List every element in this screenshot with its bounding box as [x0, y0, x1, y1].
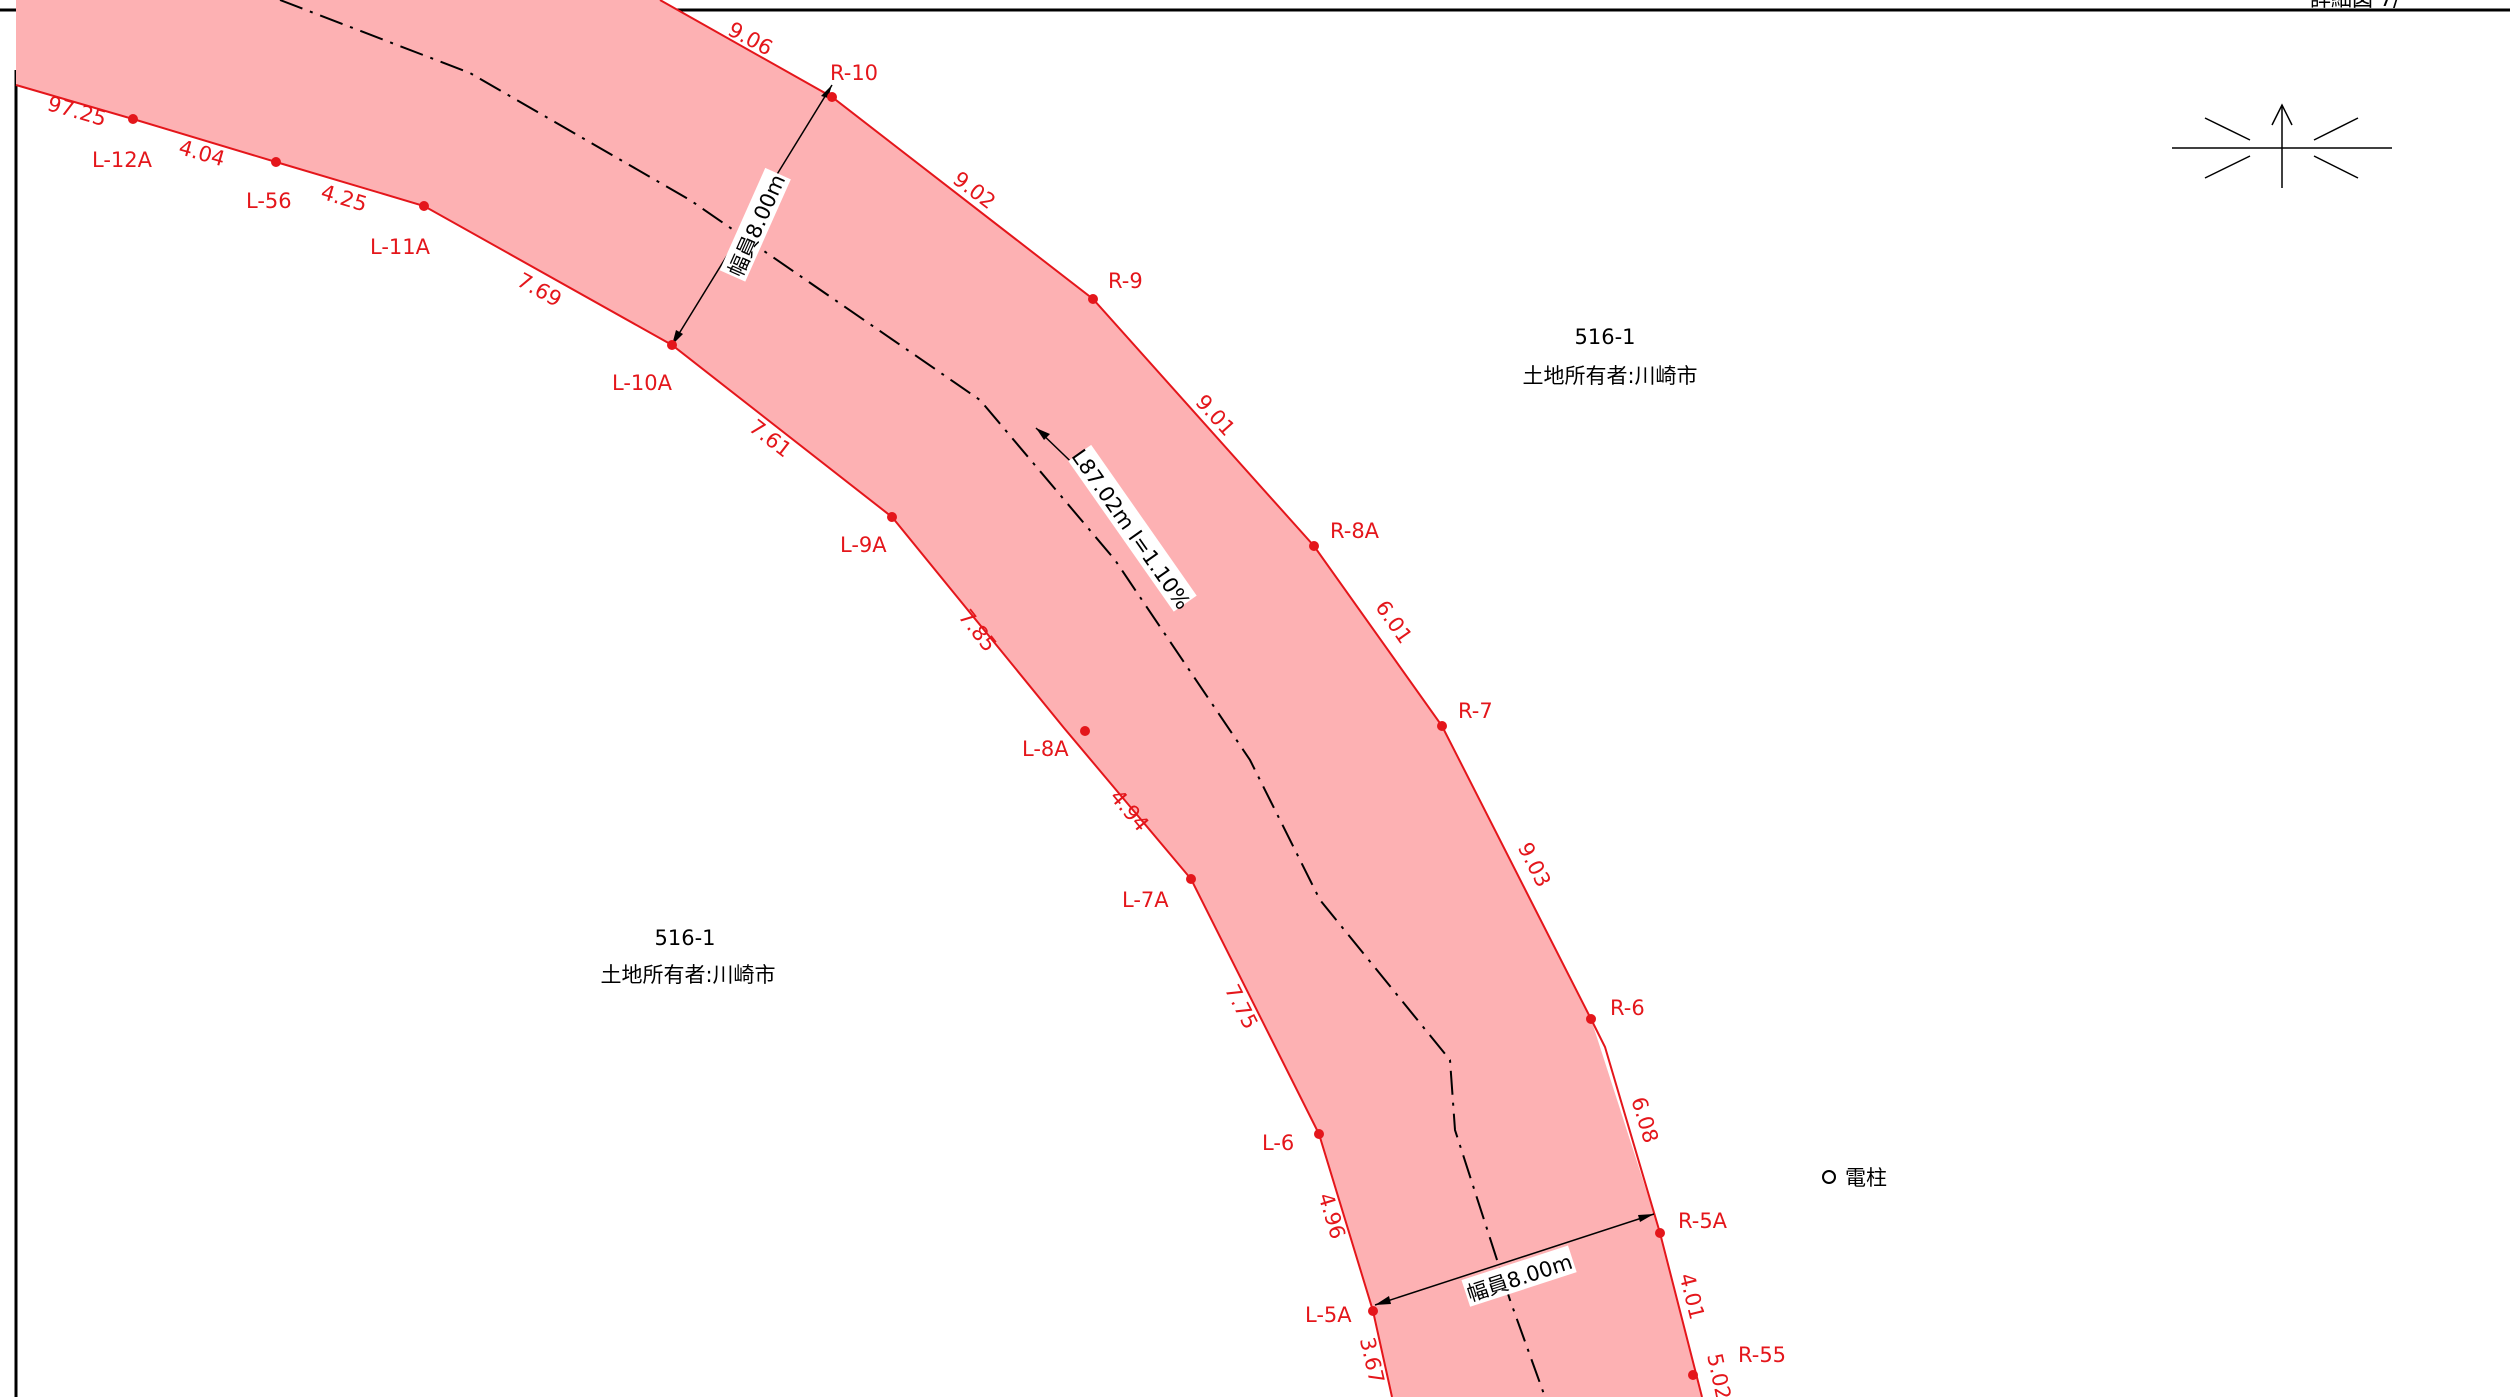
parcel-number-right: 516-1 — [1574, 325, 1635, 349]
survey-point-label-l-9a: L-9A — [840, 533, 887, 557]
survey-point-l-56: L-56 — [246, 157, 292, 213]
survey-point-l-11a: L-11A — [370, 201, 431, 259]
survey-point-r-55: R-55 — [1688, 1343, 1786, 1380]
survey-point-label-l-10a: L-10A — [612, 371, 673, 395]
survey-point-r-5a: R-5A — [1655, 1209, 1728, 1238]
road-area — [16, 0, 1702, 1397]
survey-point-l-10a: L-10A — [612, 340, 677, 395]
road-centerline — [279, 0, 1546, 1397]
parcel-number-left: 516-1 — [654, 926, 715, 950]
survey-point-label-r-55: R-55 — [1738, 1343, 1786, 1367]
survey-point-label-l-8a: L-8A — [1022, 737, 1069, 761]
survey-point-label-r-10: R-10 — [830, 61, 878, 85]
utility-pole-label: 電柱 — [1845, 1166, 1887, 1190]
survey-point-l-5a: L-5A — [1305, 1303, 1378, 1327]
utility-pole-icon — [1822, 1170, 1836, 1184]
survey-point-label-l-5a: L-5A — [1305, 1303, 1352, 1327]
survey-point-label-l-11a: L-11A — [370, 235, 431, 259]
survey-point-label-r-9: R-9 — [1108, 269, 1143, 293]
survey-point-label-r-7: R-7 — [1458, 699, 1493, 723]
survey-point-label-l-12a: L-12A — [92, 148, 153, 172]
survey-point-r-9: R-9 — [1088, 269, 1143, 304]
survey-point-r-6: R-6 — [1586, 996, 1645, 1024]
survey-point-r-8a: R-8A — [1309, 519, 1380, 551]
survey-point-r-7: R-7 — [1437, 699, 1493, 731]
survey-point-label-l-56: L-56 — [246, 189, 292, 213]
survey-point-label-l-7a: L-7A — [1122, 888, 1169, 912]
survey-point-label-l-6: L-6 — [1262, 1131, 1294, 1155]
north-arrow-icon — [2172, 103, 2392, 188]
survey-point-r-10: R-10 — [827, 61, 878, 102]
survey-point-l-6: L-6 — [1262, 1129, 1324, 1155]
survey-point-l-7a: L-7A — [1122, 874, 1196, 912]
survey-point-l-8a: L-8A — [1022, 726, 1090, 761]
survey-point-l-12a: L-12A — [92, 114, 153, 172]
survey-point-l-9a: L-9A — [840, 512, 897, 557]
survey-point-label-r-8a: R-8A — [1330, 519, 1380, 543]
survey-point-label-r-6: R-6 — [1610, 996, 1645, 1020]
width-dimension-bottom — [1374, 1213, 1655, 1306]
parcel-owner-left: 土地所有者:川崎市 — [600, 963, 775, 987]
sheet-title-fragment: 詳細図 7/ — [2310, 0, 2401, 11]
distance-label-r-8: 5.02 — [1702, 1351, 1735, 1397]
parcel-owner-right: 土地所有者:川崎市 — [1522, 364, 1697, 388]
survey-point-label-r-5a: R-5A — [1678, 1209, 1728, 1233]
